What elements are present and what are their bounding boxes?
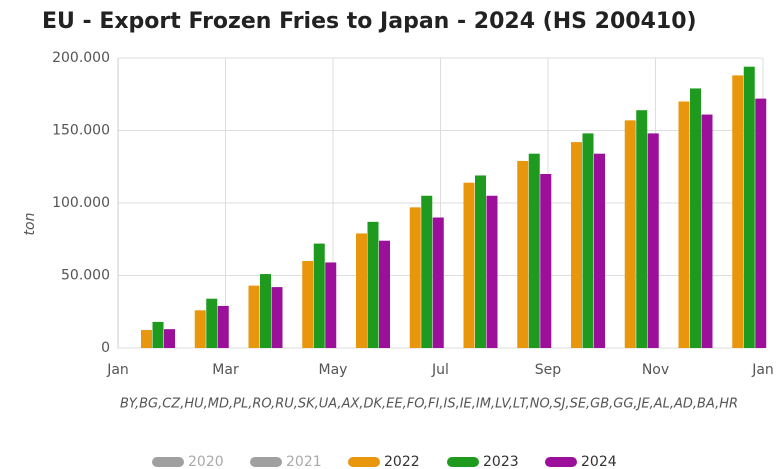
bar (379, 240, 390, 348)
legend-label[interactable]: 2023 (483, 454, 519, 469)
x-tick-label: Jan (751, 362, 774, 378)
x-tick-label: Jul (431, 362, 449, 378)
legend-swatch (348, 457, 380, 467)
y-tick-label: 0 (101, 340, 110, 356)
bar (690, 88, 701, 348)
bar (755, 98, 767, 348)
bar (701, 114, 713, 348)
legend-label[interactable]: 2021 (286, 454, 322, 469)
bar (206, 298, 218, 348)
bar (475, 175, 486, 348)
chart-title: EU - Export Frozen Fries to Japan - 2024… (42, 9, 697, 34)
legend-swatch (447, 457, 479, 467)
bar (624, 120, 636, 348)
x-tick-label: Jan (106, 362, 129, 378)
bar (164, 329, 175, 348)
bar (540, 174, 552, 348)
bar (571, 142, 582, 348)
legend-label[interactable]: 2020 (188, 454, 224, 469)
legend-label[interactable]: 2022 (384, 454, 420, 469)
bar (678, 101, 690, 348)
y-tick-label: 150.000 (52, 123, 110, 139)
bar (313, 243, 325, 348)
bar (271, 287, 283, 348)
x-tick-label: May (319, 362, 348, 378)
bar (356, 233, 367, 348)
y-axis-label: ton (22, 213, 38, 236)
bar (594, 153, 605, 348)
bar (248, 285, 260, 348)
legend-swatch (545, 457, 577, 467)
y-tick-label: 50.000 (61, 268, 110, 284)
bar (743, 66, 755, 348)
bar (302, 261, 314, 348)
x-tick-label: Nov (642, 362, 669, 378)
legend-label[interactable]: 2024 (581, 454, 617, 469)
legend-swatch (250, 457, 282, 467)
bar (647, 133, 659, 348)
bar (517, 160, 529, 348)
bar (260, 274, 271, 348)
bar (636, 110, 648, 348)
bar (194, 310, 206, 348)
y-tick-label: 100.000 (52, 195, 110, 211)
bar (732, 75, 744, 349)
bar (409, 207, 421, 348)
bar (463, 182, 475, 348)
x-tick-label: Sep (535, 362, 562, 378)
bar (486, 195, 498, 348)
bar (528, 153, 540, 348)
bar (141, 330, 152, 348)
bar (152, 321, 164, 348)
bar (582, 133, 594, 348)
legend-swatch (152, 457, 184, 467)
country-note: BY,BG,CZ,HU,MD,PL,RO,RU,SK,UA,AX,DK,EE,F… (120, 397, 738, 412)
bar (325, 262, 337, 348)
bar (217, 305, 229, 348)
bar (421, 195, 433, 348)
y-tick-label: 200.000 (52, 50, 110, 66)
bar (432, 217, 444, 348)
bar (367, 221, 379, 348)
x-tick-label: Mar (212, 362, 239, 378)
